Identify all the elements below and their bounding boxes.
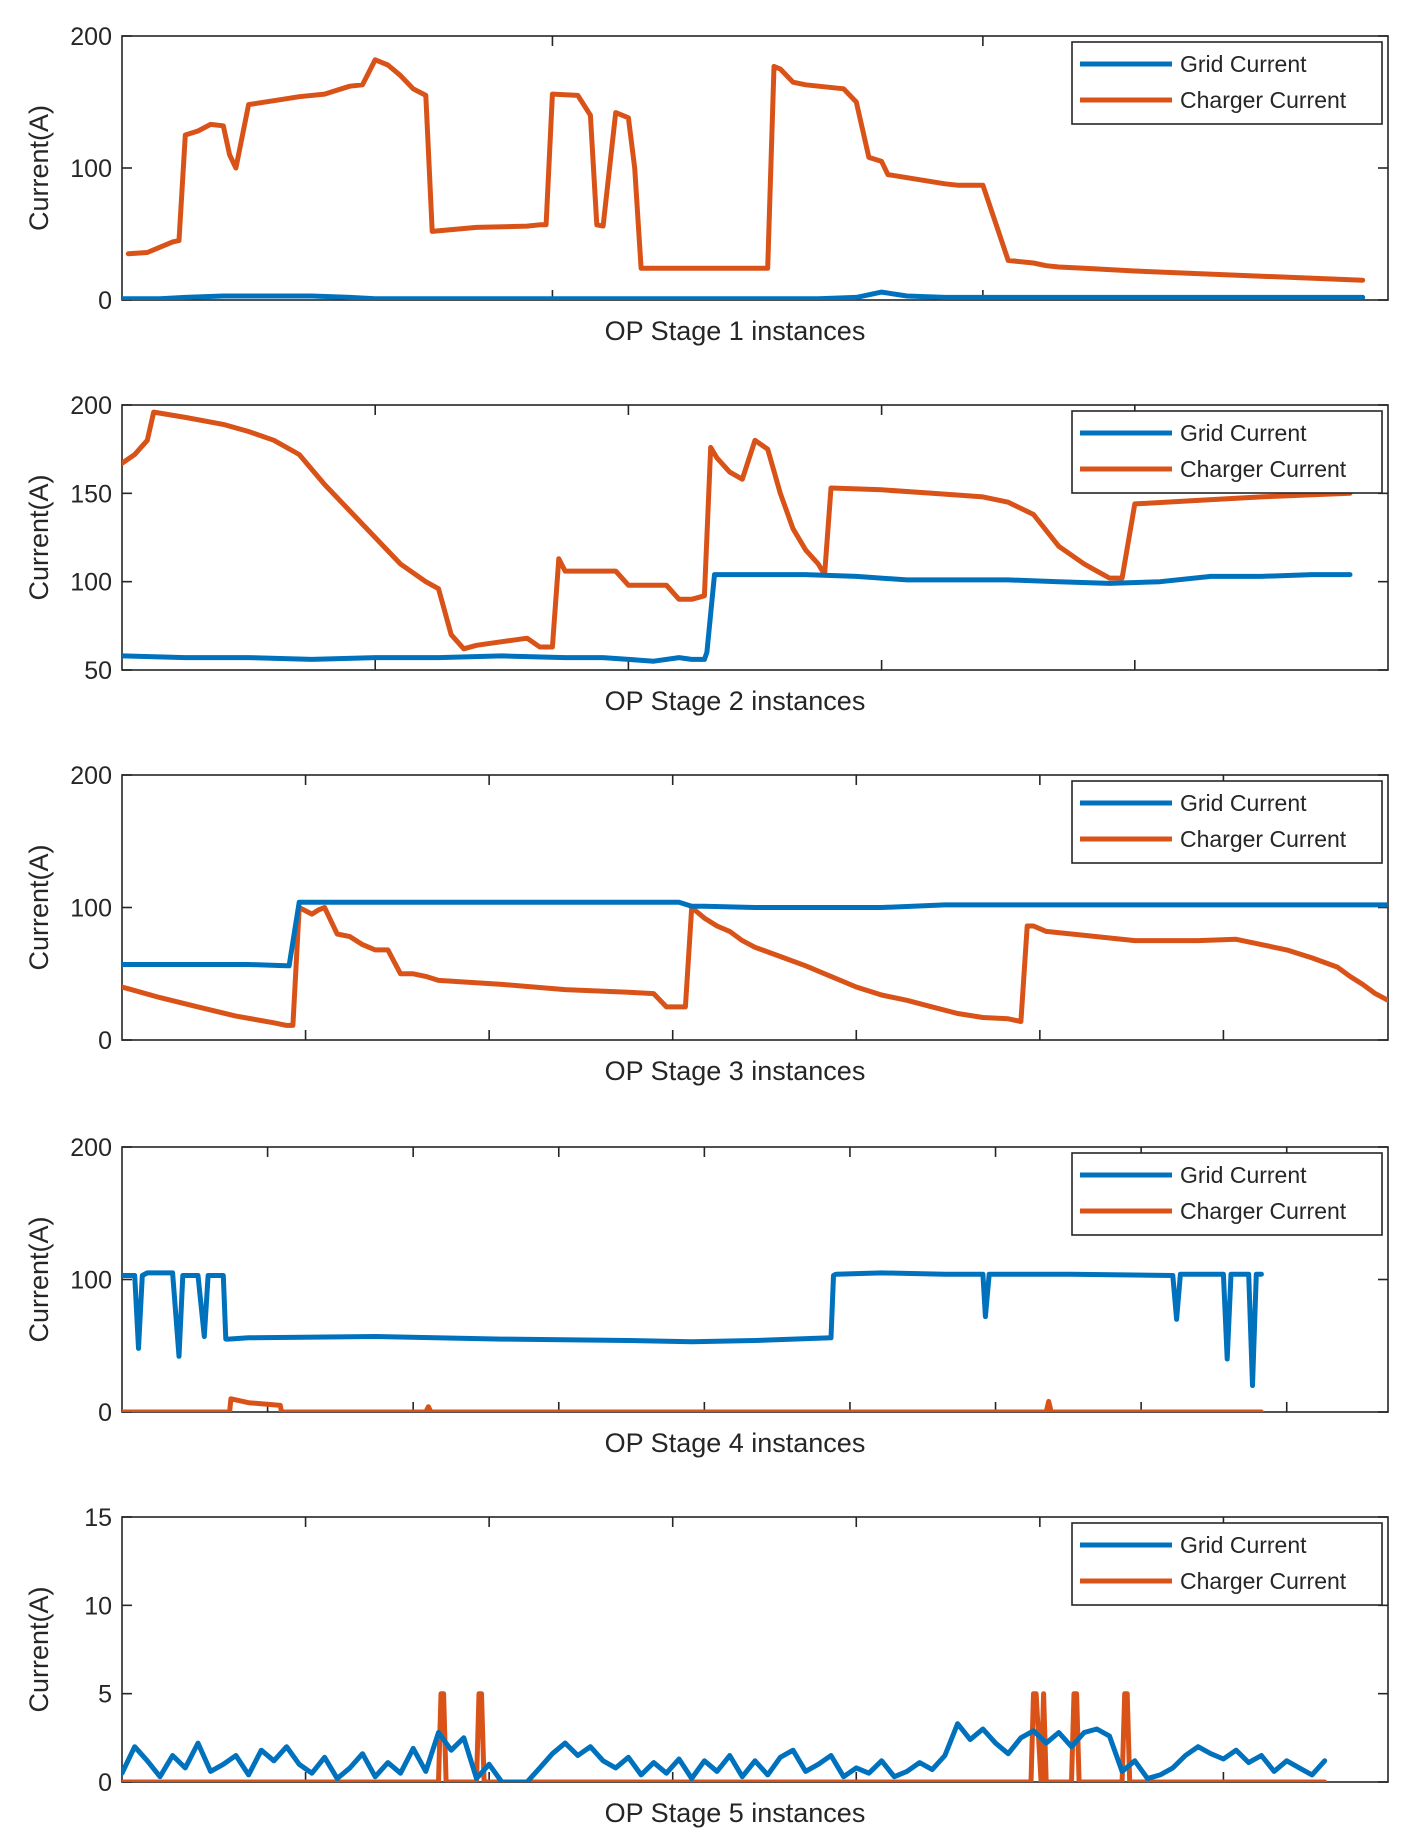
y-tick-label: 200 <box>70 762 112 790</box>
y-tick-label: 100 <box>70 895 112 923</box>
series-line-charger-current <box>125 57 1366 283</box>
y-tick-label: 100 <box>70 1267 112 1295</box>
panel-2: 50 100 150 200 Current(A) OP Stage 2 instance… <box>24 392 1389 716</box>
y-tick-label: 0 <box>98 287 112 315</box>
y-tick-label: 200 <box>70 23 112 51</box>
y-tick-label: 5 <box>98 1681 112 1709</box>
legend-entry: Charger Current <box>1180 826 1347 852</box>
x-axis-label: OP Stage 2 instances <box>605 686 866 716</box>
y-tick-label: 100 <box>70 569 112 597</box>
legend-box <box>1071 1522 1383 1606</box>
y-axis-label: Current(A) <box>24 844 54 970</box>
legend: Grid Current Charger Current <box>1071 1152 1383 1236</box>
series-line-charger-current <box>122 1396 1264 1412</box>
legend-entry: Charger Current <box>1180 87 1347 113</box>
y-tick-label: 10 <box>84 1592 112 1620</box>
legend-entry: Charger Current <box>1180 1568 1347 1594</box>
panel-5: 0 5 10 15 Current(A) OP Stage 5 instances Grid… <box>24 1504 1389 1828</box>
y-tick-label: 0 <box>98 1399 112 1427</box>
x-axis-label: OP Stage 1 instances <box>605 316 866 346</box>
panel-4: 0 100 200 Current(A) OP Stage 4 instances Gri… <box>24 1134 1389 1458</box>
x-axis-label: OP Stage 4 instances <box>605 1428 866 1458</box>
series-line-grid-current <box>122 572 1353 664</box>
y-axis-label: Current(A) <box>24 474 54 600</box>
series-line-grid-current <box>122 899 1388 969</box>
legend-entry: Grid Current <box>1180 1162 1307 1188</box>
legend: Grid Current Charger Current <box>1071 780 1383 864</box>
y-tick-label: 50 <box>84 657 112 685</box>
y-tick-label: 200 <box>70 1134 112 1162</box>
panel-3: 0 100 200 Current(A) OP Stage 3 instances Gri… <box>24 762 1389 1086</box>
legend-box <box>1071 41 1383 125</box>
y-axis-label: Current(A) <box>24 1586 54 1712</box>
series-line-charger-current <box>122 409 1353 652</box>
legend-box <box>1071 1152 1383 1236</box>
legend-box <box>1071 410 1383 494</box>
y-tick-label: 100 <box>70 155 112 183</box>
x-axis-label: OP Stage 3 instances <box>605 1056 866 1086</box>
legend: Grid Current Charger Current <box>1071 1522 1383 1606</box>
y-tick-label: 15 <box>84 1504 112 1532</box>
legend-box <box>1071 780 1383 864</box>
series-line-charger-current <box>122 905 1388 1028</box>
legend-entry: Grid Current <box>1180 1532 1307 1558</box>
legend: Grid Current Charger Current <box>1071 41 1383 125</box>
y-tick-label: 0 <box>98 1027 112 1055</box>
series-line-grid-current <box>122 1721 1328 1782</box>
panel-1: 0 100 200 Current(A) OP Stage 1 instances Gri… <box>24 23 1389 346</box>
y-axis-label: Current(A) <box>24 1216 54 1342</box>
legend-entry: Charger Current <box>1180 1198 1347 1224</box>
legend-entry: Grid Current <box>1180 420 1307 446</box>
x-axis-label: OP Stage 5 instances <box>605 1798 866 1828</box>
y-tick-label: 200 <box>70 392 112 420</box>
legend-entry: Grid Current <box>1180 790 1307 816</box>
legend-entry: Charger Current <box>1180 456 1347 482</box>
series-line-charger-current <box>122 1691 1328 1782</box>
legend-entry: Grid Current <box>1180 51 1307 77</box>
series-line-grid-current <box>122 289 1366 300</box>
y-tick-label: 150 <box>70 480 112 508</box>
legend: Grid Current Charger Current <box>1071 410 1383 494</box>
y-axis-label: Current(A) <box>24 105 54 231</box>
y-tick-label: 0 <box>98 1769 112 1797</box>
series-line-grid-current <box>122 1270 1264 1388</box>
